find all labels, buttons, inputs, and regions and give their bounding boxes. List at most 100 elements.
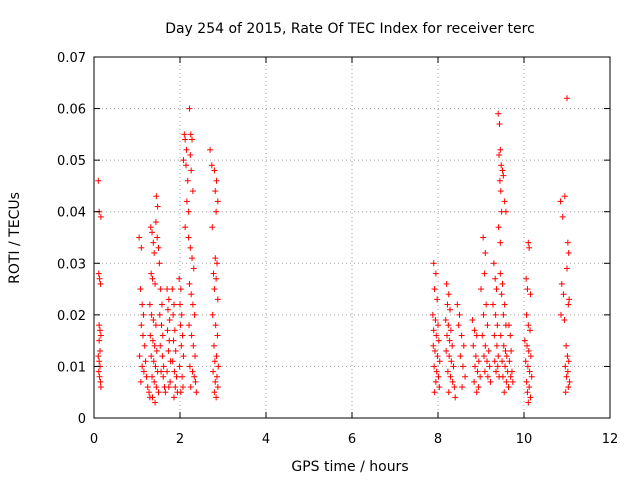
data-point (472, 353, 479, 360)
chart-title: Day 254 of 2015, Rate Of TEC Index for r… (165, 21, 535, 37)
data-point (185, 208, 192, 215)
data-point (156, 311, 163, 318)
data-point (459, 384, 466, 391)
x-tick-label: 4 (262, 432, 270, 447)
data-point (503, 353, 510, 360)
data-point (97, 384, 104, 391)
data-point (186, 363, 193, 370)
data-point (162, 389, 169, 396)
data-point (525, 399, 532, 406)
data-point (521, 337, 528, 344)
axis-ticks: 0 2 4 6 8 10 12 0 0.01 0.02 0.03 0.04 0.05 0.06 0.07 (57, 51, 618, 447)
x-tick-label: 10 (516, 432, 533, 447)
data-point (212, 322, 219, 329)
data-point (187, 244, 194, 251)
data-point (484, 358, 491, 365)
data-point (436, 384, 443, 391)
data-point (191, 311, 198, 318)
data-point (524, 389, 531, 396)
data-point (214, 296, 221, 303)
data-point (150, 317, 157, 324)
data-point (151, 378, 158, 385)
data-point (434, 353, 441, 360)
data-point (487, 378, 494, 385)
data-point (171, 327, 178, 334)
data-point (457, 353, 464, 360)
data-point (500, 342, 507, 349)
data-point (140, 368, 147, 375)
y-tick-label: 0.01 (57, 360, 86, 375)
data-point (445, 291, 452, 298)
data-point (560, 291, 567, 298)
x-tick-label: 6 (348, 432, 356, 447)
data-point (172, 347, 179, 354)
data-point (526, 368, 533, 375)
data-point (527, 353, 534, 360)
data-point (502, 363, 509, 370)
data-point (149, 394, 156, 401)
data-point (558, 280, 565, 287)
data-point (183, 162, 190, 169)
data-point (436, 358, 443, 365)
data-point (435, 337, 442, 344)
data-point (189, 301, 196, 308)
data-point (158, 301, 165, 308)
data-point (149, 229, 156, 236)
data-point (505, 322, 512, 329)
data-point (565, 384, 572, 391)
data-point (164, 368, 171, 375)
data-point (97, 332, 104, 339)
data-point (157, 286, 164, 293)
data-point (164, 286, 171, 293)
data-point (462, 373, 469, 380)
data-point (474, 368, 481, 375)
data-point (186, 322, 193, 329)
data-point (190, 342, 197, 349)
data-point (447, 373, 454, 380)
data-point (140, 332, 147, 339)
data-point (212, 188, 219, 195)
data-point (527, 394, 534, 401)
data-point (492, 311, 499, 318)
data-point (481, 353, 488, 360)
data-point (498, 162, 505, 169)
data-point (526, 384, 533, 391)
data-point (190, 265, 197, 272)
y-tick-label: 0.04 (57, 206, 86, 221)
data-point (97, 327, 104, 334)
data-point (151, 342, 158, 349)
data-point (153, 193, 160, 200)
data-point (526, 244, 533, 251)
data-point (139, 301, 146, 308)
data-point (211, 389, 218, 396)
data-point (144, 384, 151, 391)
data-point (452, 394, 459, 401)
data-point (164, 306, 171, 313)
data-point (189, 188, 196, 195)
data-point (166, 317, 173, 324)
data-point (496, 177, 503, 184)
data-point (169, 358, 176, 365)
data-point (173, 373, 180, 380)
data-point (431, 286, 438, 293)
data-point (185, 234, 192, 241)
data-point (435, 373, 442, 380)
data-point (188, 167, 195, 174)
data-point (493, 368, 500, 375)
y-tick-label: 0.06 (57, 103, 86, 118)
data-point (182, 224, 189, 231)
data-point (500, 311, 507, 318)
data-point (528, 373, 535, 380)
data-point (182, 136, 189, 143)
data-point (478, 286, 484, 293)
data-point (501, 301, 508, 308)
data-point (176, 275, 183, 282)
data-point (158, 368, 165, 375)
data-point (524, 342, 531, 349)
data-point (160, 363, 167, 370)
data-point (502, 208, 509, 215)
data-point (565, 358, 572, 365)
data-point (479, 332, 486, 339)
data-point (483, 301, 490, 308)
data-point (210, 368, 217, 375)
